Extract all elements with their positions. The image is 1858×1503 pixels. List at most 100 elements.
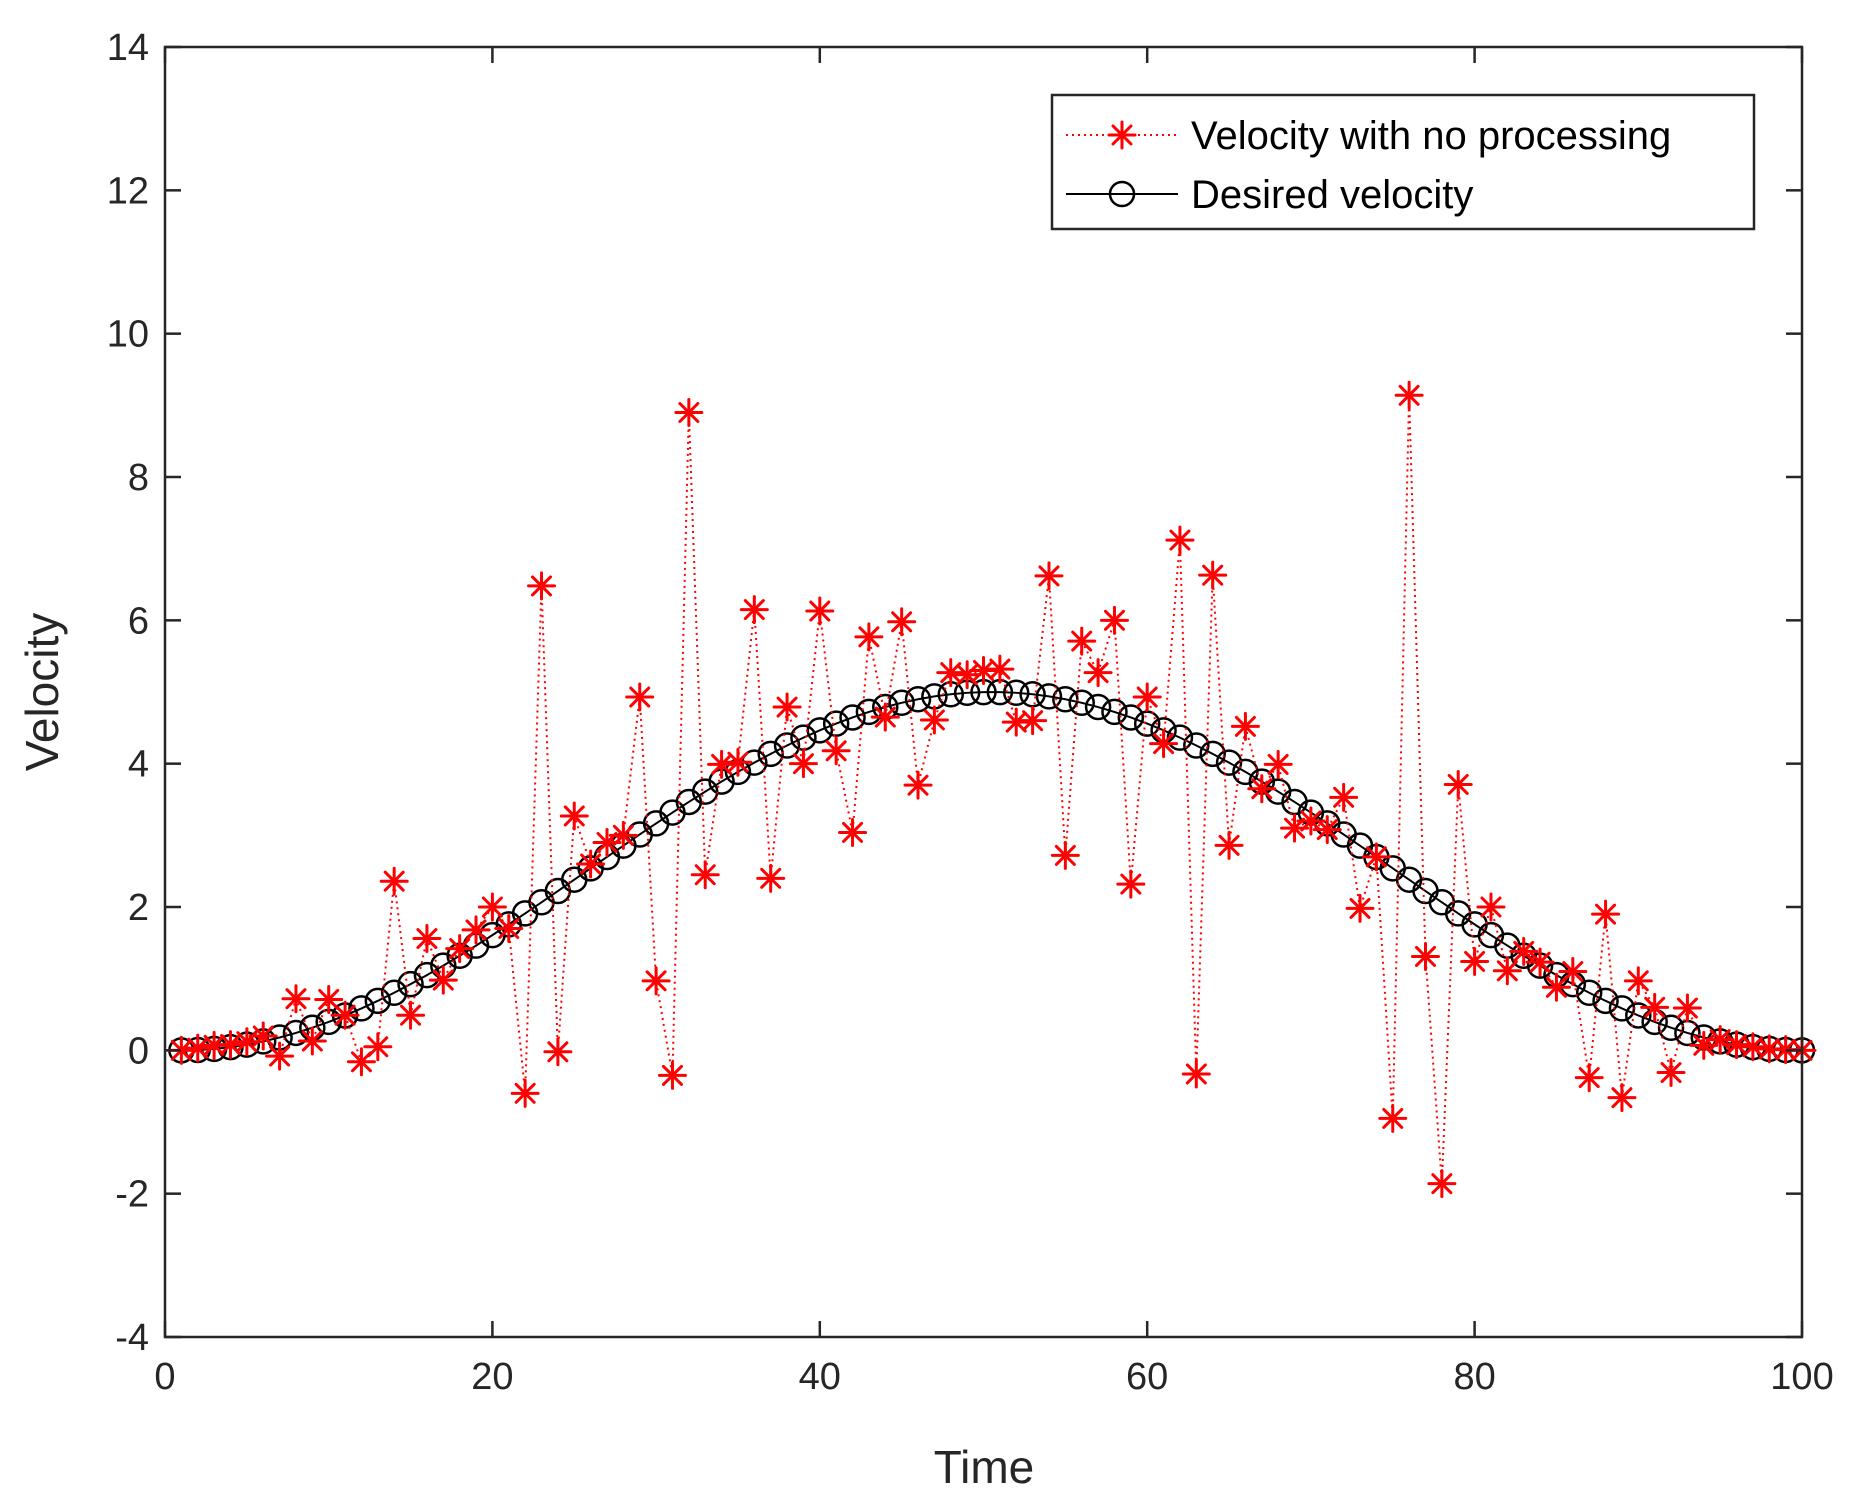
desired-velocity-point: [773, 732, 801, 759]
noisy-velocity-point: [1312, 815, 1342, 845]
noisy-velocity-point: [1705, 1025, 1735, 1055]
noisy-velocity-point: [1099, 605, 1129, 635]
noisy-velocity-point: [821, 736, 851, 766]
noisy-velocity-point: [1394, 380, 1424, 410]
desired-velocity-point: [1215, 749, 1243, 776]
noisy-velocity-point: [1198, 560, 1228, 590]
noisy-velocity-point: [346, 1047, 376, 1077]
noisy-velocity-point: [1165, 525, 1195, 555]
noisy-velocity-point: [1181, 1059, 1211, 1089]
noisy-velocity-point: [1541, 972, 1571, 1002]
noisy-velocity-point: [936, 658, 966, 688]
desired-velocity-point: [397, 970, 424, 998]
desired-velocity-point: [904, 686, 932, 713]
noisy-velocity-point: [772, 692, 802, 722]
desired-velocity-point: [364, 987, 392, 1015]
noisy-velocity-point: [1230, 711, 1260, 741]
noisy-velocity-point: [625, 682, 655, 712]
noisy-velocity-point: [1034, 561, 1064, 591]
desired-velocity-point: [1101, 698, 1128, 726]
desired-velocity-point: [1657, 1014, 1685, 1041]
noisy-velocity-point: [445, 934, 475, 964]
desired-velocity-point: [1232, 758, 1259, 786]
plot-area-frame: [163, 45, 1804, 1339]
noisy-velocity-point: [641, 966, 671, 996]
noisy-velocity-point: [1492, 956, 1522, 986]
y-tick-label: 4: [128, 744, 149, 786]
desired-velocity-point: [1625, 1002, 1652, 1029]
desired-velocity-point: [839, 704, 866, 731]
noisy-velocity-point: [1574, 1063, 1604, 1093]
desired-velocity-point: [888, 689, 915, 717]
noisy-velocity-point: [297, 1026, 327, 1056]
noisy-velocity-point: [1263, 749, 1293, 779]
noisy-velocity-point: [1607, 1083, 1637, 1113]
noisy-velocity-point: [903, 770, 933, 800]
noisy-velocity-point: [1378, 1103, 1408, 1133]
x-tick-label: 100: [1770, 1356, 1833, 1398]
noisy-velocity-point: [527, 571, 557, 601]
x-axis-label: Time: [934, 1441, 1035, 1493]
noisy-velocity-point: [1001, 707, 1031, 737]
noisy-velocity-point: [690, 860, 720, 890]
legend-desired-marker: [1108, 180, 1136, 208]
noisy-velocity-point: [788, 749, 818, 779]
noisy-velocity-point: [1722, 1030, 1752, 1060]
noisy-velocity-point: [723, 747, 753, 777]
desired-velocity-point: [1035, 683, 1063, 710]
noisy-velocity-point: [985, 654, 1015, 684]
noisy-velocity-point: [870, 702, 900, 732]
noisy-velocity-point: [1509, 936, 1539, 966]
y-tick-label: 14: [107, 27, 149, 69]
noisy-velocity-point: [1345, 893, 1375, 923]
desired-velocity-point: [282, 1019, 310, 1047]
x-tick-label: 80: [1453, 1356, 1495, 1398]
noisy-velocity-point: [396, 1000, 426, 1030]
noisy-velocity-point: [265, 1041, 295, 1071]
noisy-velocity-point: [1525, 947, 1555, 977]
legend-box: [1050, 93, 1756, 231]
noisy-velocity-point: [1214, 830, 1244, 860]
noisy-velocity-point: [559, 801, 589, 831]
desired-velocity-point: [1084, 693, 1112, 721]
axis-ticks: 0 20 40 60 80 100 -4 -2 0 2 4 6 8 10 12 14: [107, 27, 1834, 1398]
noisy-velocity-point: [1443, 769, 1473, 799]
noisy-velocity-point: [1018, 706, 1048, 736]
x-tick-label: 40: [799, 1356, 841, 1398]
desired-velocity-point: [1117, 704, 1145, 731]
desired-velocity-point: [1183, 732, 1210, 759]
x-tick-label: 60: [1126, 1356, 1168, 1398]
noisy-velocity-point: [1623, 966, 1653, 996]
y-tick-label: 0: [128, 1030, 149, 1072]
noisy-velocity-point: [477, 892, 507, 922]
noisy-velocity-point: [674, 398, 704, 427]
legend: Velocity with no processing Desired velo…: [1050, 93, 1756, 231]
noisy-velocity-point: [1050, 840, 1080, 870]
noisy-velocity-point: [1656, 1058, 1686, 1088]
desired-velocity-point: [1575, 979, 1603, 1006]
desired-velocity-point: [1592, 987, 1619, 1015]
noisy-velocity-point: [1116, 869, 1146, 899]
noisy-velocity-point: [543, 1037, 573, 1067]
noisy-velocity-point: [1247, 774, 1277, 804]
noisy-velocity-point: [952, 660, 982, 690]
noisy-velocity-point: [1427, 1169, 1457, 1199]
noisy-velocity-point: [281, 984, 311, 1014]
noisy-velocity-point: [1460, 946, 1490, 976]
noisy-velocity-point: [494, 914, 524, 943]
noisy-velocity-point: [330, 1000, 360, 1030]
legend-noisy-label: Velocity with no processing: [1191, 114, 1671, 158]
noisy-velocity-point: [510, 1078, 540, 1108]
noisy-velocity-point: [707, 749, 737, 779]
noisy-velocity-point: [1083, 658, 1113, 688]
noisy-velocity-point: [1591, 899, 1621, 929]
legend-desired-label: Desired velocity: [1191, 173, 1473, 217]
y-tick-label: 8: [128, 457, 149, 499]
y-axis-label: Velocity: [16, 613, 68, 772]
noisy-velocity-point: [1132, 682, 1162, 712]
noisy-velocity-point: [576, 849, 606, 879]
noisy-velocity-point: [428, 965, 458, 995]
noisy-velocity-point: [838, 817, 868, 847]
